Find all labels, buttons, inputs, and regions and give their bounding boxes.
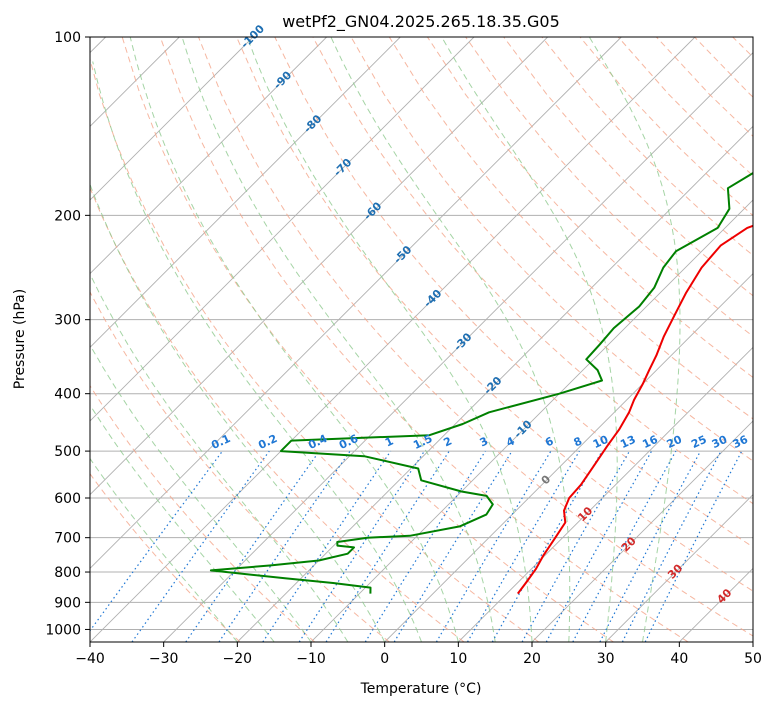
isotherm-label: -70 <box>331 156 354 179</box>
dry-adiabat-line <box>695 37 775 642</box>
mixing-ratio-line <box>622 451 721 642</box>
isotherm-line <box>753 37 775 642</box>
y-tick-label: 1000 <box>45 622 81 638</box>
mixing-ratio-label: 36 <box>731 433 751 451</box>
mixing-ratio-line <box>394 451 512 642</box>
x-tick-label: 50 <box>744 651 762 667</box>
mixing-ratio-label: 20 <box>665 433 685 451</box>
isotherm-label: -10 <box>511 417 534 440</box>
x-tick-label: 40 <box>670 651 688 667</box>
mixing-ratio-label: 0.1 <box>209 432 232 452</box>
x-tick-label: −10 <box>296 651 326 667</box>
dry-adiabat-line <box>8 37 390 642</box>
x-tick-label: −20 <box>223 651 253 667</box>
x-tick-label: 10 <box>449 651 467 667</box>
moist-adiabat-line <box>0 188 237 642</box>
mixing-ratio-line <box>600 451 701 642</box>
isotherm-line <box>16 37 621 642</box>
isotherm-label: 40 <box>714 586 734 606</box>
isotherm-line <box>679 37 775 642</box>
x-tick-label: 30 <box>597 651 615 667</box>
isotherm-label: 0 <box>539 472 554 487</box>
x-axis-label: Temperature (°C) <box>360 681 482 697</box>
y-tick-label: 500 <box>54 444 81 460</box>
moist-adiabat-line <box>36 124 347 642</box>
y-tick-label: 600 <box>54 491 81 507</box>
x-tick-label: 0 <box>380 651 389 667</box>
dry-adiabat-line <box>771 37 775 642</box>
mixing-ratio-line <box>82 451 223 642</box>
y-tick-label: 400 <box>54 387 81 403</box>
mixing-ratio-label: 25 <box>689 433 708 451</box>
y-tick-label: 100 <box>54 30 81 46</box>
dry-adiabat-line <box>0 37 240 642</box>
isotherm-label: -60 <box>361 199 384 222</box>
dry-adiabat-line <box>427 37 775 642</box>
mixing-ratio-line <box>365 451 485 642</box>
isotherm-label: -80 <box>301 112 324 135</box>
dry-adiabat-line <box>466 37 775 642</box>
isotherm-label: -40 <box>421 287 444 310</box>
mixing-ratio-label: 0.4 <box>306 432 329 452</box>
isotherm-line <box>385 37 775 642</box>
mixing-ratio-label: 8 <box>572 434 584 449</box>
mixing-ratio-label: 16 <box>640 433 660 451</box>
mixing-ratio-label: 3 <box>478 434 490 449</box>
dry-adiabat-line <box>542 37 775 642</box>
mixing-ratio-line <box>219 451 350 642</box>
dry-adiabat-line <box>389 37 775 642</box>
y-tick-label: 900 <box>54 595 81 611</box>
mixing-ratio-label: 2 <box>442 434 454 449</box>
y-tick-label: 200 <box>54 208 81 224</box>
isotherm-label: 10 <box>575 504 595 524</box>
mixing-ratio-line <box>299 451 424 642</box>
dry-adiabat-line <box>656 37 775 642</box>
mixing-ratio-label: 0.2 <box>256 432 279 452</box>
x-tick-label: −40 <box>75 651 105 667</box>
dry-adiabat-line <box>733 37 775 642</box>
dry-adiabat-line <box>0 37 315 642</box>
mixing-ratio-line <box>645 451 742 642</box>
isotherm-label: -90 <box>271 68 294 91</box>
y-tick-label: 300 <box>54 313 81 329</box>
mixing-ratio-label: 30 <box>710 433 730 451</box>
y-tick-label: 800 <box>54 565 81 581</box>
isotherm-label: 30 <box>665 561 685 581</box>
isotherm-line <box>458 37 775 642</box>
moist-adiabat-line <box>130 37 458 642</box>
mixing-ratio-label: 13 <box>618 433 637 451</box>
y-axis-label: Pressure (hPa) <box>12 289 28 389</box>
isotherm-label: -30 <box>451 330 474 353</box>
x-tick-label: 20 <box>523 651 541 667</box>
isotherm-line <box>0 37 327 642</box>
x-tick-label: −30 <box>149 651 179 667</box>
mixing-ratio-label: 6 <box>543 434 556 449</box>
chart-title: wetPf2_GN04.2025.265.18.35.G05 <box>282 12 560 32</box>
moist-adiabat-line <box>182 37 495 642</box>
mixing-ratio-label: 10 <box>591 433 611 451</box>
background-grid <box>0 37 775 642</box>
isotherm-label: -50 <box>391 243 414 266</box>
isotherm-line <box>0 37 400 642</box>
isotherm-line <box>532 37 775 642</box>
temperature-profile-line <box>518 37 775 594</box>
y-tick-label: 700 <box>54 531 81 547</box>
mixing-ratio-line <box>132 451 269 642</box>
dry-adiabat-line <box>351 37 775 642</box>
plot-frame <box>90 37 753 642</box>
moist-adiabat-line <box>331 37 570 642</box>
mixing-ratio-line <box>522 451 629 642</box>
